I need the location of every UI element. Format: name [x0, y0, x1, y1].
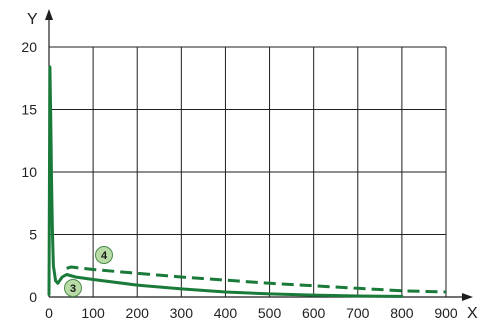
- x-tick-label-800: 800: [390, 305, 414, 320]
- x-tick-label-200: 200: [126, 305, 150, 320]
- x-axis-arrow: [462, 293, 473, 301]
- x-tick-label-300: 300: [170, 305, 194, 320]
- grid: [49, 46, 447, 297]
- y-tick-label-5: 5: [29, 227, 37, 243]
- x-tick-label-0: 0: [45, 305, 53, 320]
- y-tick-label-15: 15: [21, 102, 37, 118]
- series-lines: [47, 65, 447, 298]
- y-tick-label-0: 0: [29, 289, 37, 305]
- x-tick-label-500: 500: [258, 305, 282, 320]
- y-tick-label-20: 20: [21, 39, 37, 55]
- y-axis-arrow: [45, 9, 53, 20]
- series-marker-3: 3: [64, 279, 82, 297]
- marker-label-3: 3: [70, 283, 76, 295]
- x-tick-label-100: 100: [81, 305, 105, 320]
- marker-label-4: 4: [101, 250, 108, 262]
- y-tick-label-10: 10: [21, 164, 37, 180]
- tick-labels: 0 100 200 300 400 500 600 700 800 900 0 5 10 15 20: [21, 39, 457, 320]
- x-tick-label-400: 400: [214, 305, 238, 320]
- x-tick-label-700: 700: [346, 305, 370, 320]
- series-markers: 34: [64, 246, 113, 297]
- series-line-3: [47, 65, 404, 298]
- series-line-4: [66, 265, 447, 294]
- marker-circle-4: [95, 246, 113, 264]
- marker-circle-3: [64, 279, 82, 297]
- x-tick-label-600: 600: [302, 305, 326, 320]
- series-marker-4: 4: [95, 246, 113, 264]
- x-tick-label-900: 900: [434, 305, 458, 320]
- y-axis-label: Y: [27, 11, 38, 28]
- x-axis-label: X: [467, 305, 478, 320]
